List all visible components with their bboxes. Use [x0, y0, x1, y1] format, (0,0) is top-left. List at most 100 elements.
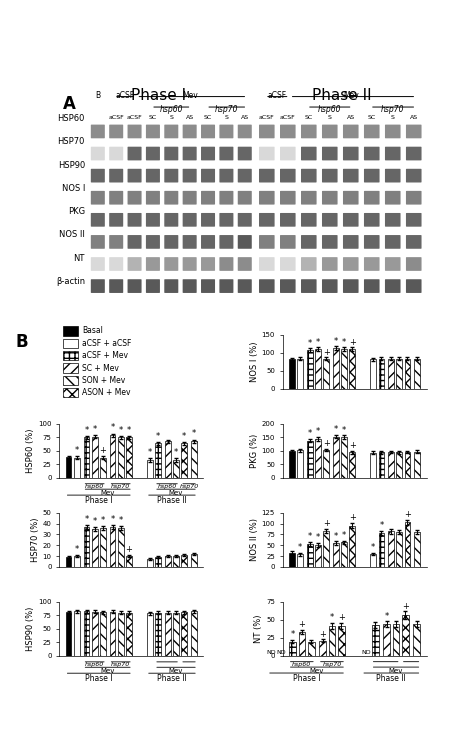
Bar — [191, 611, 197, 656]
FancyBboxPatch shape — [238, 213, 252, 227]
Bar — [66, 458, 72, 478]
FancyBboxPatch shape — [364, 257, 380, 271]
Text: Phase I: Phase I — [85, 674, 112, 682]
FancyBboxPatch shape — [146, 235, 160, 249]
FancyBboxPatch shape — [301, 125, 317, 139]
FancyBboxPatch shape — [322, 279, 337, 293]
FancyBboxPatch shape — [182, 169, 197, 183]
Bar — [109, 435, 115, 478]
FancyBboxPatch shape — [280, 235, 296, 249]
Bar — [74, 458, 80, 478]
Bar — [191, 441, 197, 478]
Bar — [333, 436, 339, 478]
Text: β-actin: β-actin — [56, 277, 85, 286]
FancyBboxPatch shape — [364, 147, 380, 161]
Bar — [165, 612, 171, 656]
FancyBboxPatch shape — [259, 125, 274, 139]
Text: *: * — [156, 432, 160, 441]
FancyBboxPatch shape — [385, 169, 401, 183]
Text: aCSF: aCSF — [127, 115, 142, 120]
Bar — [118, 612, 124, 656]
FancyBboxPatch shape — [238, 191, 252, 205]
FancyBboxPatch shape — [406, 235, 421, 249]
FancyBboxPatch shape — [182, 125, 197, 139]
Bar — [155, 443, 161, 478]
Bar — [308, 641, 315, 656]
Text: ND: ND — [267, 650, 276, 655]
FancyBboxPatch shape — [164, 257, 178, 271]
FancyBboxPatch shape — [259, 213, 274, 227]
FancyBboxPatch shape — [164, 279, 178, 293]
Bar — [307, 441, 313, 478]
Y-axis label: HSP90 (%): HSP90 (%) — [27, 607, 36, 651]
Text: hsp70: hsp70 — [381, 105, 404, 113]
Text: *: * — [371, 542, 375, 552]
Bar — [341, 542, 347, 567]
Text: SC: SC — [149, 115, 157, 120]
Text: ND: ND — [361, 650, 371, 655]
Text: *: * — [148, 448, 152, 458]
FancyBboxPatch shape — [238, 235, 252, 249]
Text: AS: AS — [241, 115, 249, 120]
Y-axis label: PKG (%): PKG (%) — [250, 433, 259, 468]
Text: NT: NT — [73, 254, 85, 262]
FancyBboxPatch shape — [343, 235, 358, 249]
Y-axis label: NOS I (%): NOS I (%) — [250, 341, 259, 382]
Bar — [383, 624, 390, 656]
Text: *: * — [334, 531, 338, 540]
Bar — [413, 624, 420, 656]
Bar — [182, 443, 187, 478]
FancyBboxPatch shape — [128, 257, 142, 271]
FancyBboxPatch shape — [343, 257, 358, 271]
Text: +: + — [319, 629, 326, 639]
FancyBboxPatch shape — [128, 235, 142, 249]
FancyBboxPatch shape — [406, 191, 421, 205]
FancyBboxPatch shape — [301, 147, 317, 161]
FancyBboxPatch shape — [238, 257, 252, 271]
FancyBboxPatch shape — [219, 125, 233, 139]
Text: SC: SC — [368, 115, 376, 120]
Bar — [405, 452, 410, 478]
Text: ND: ND — [276, 650, 286, 655]
Text: *: * — [110, 515, 115, 524]
FancyBboxPatch shape — [128, 191, 142, 205]
FancyBboxPatch shape — [91, 213, 105, 227]
FancyBboxPatch shape — [322, 147, 337, 161]
Bar — [74, 611, 80, 656]
Text: *: * — [192, 430, 196, 439]
Bar — [319, 640, 326, 656]
FancyBboxPatch shape — [146, 279, 160, 293]
FancyBboxPatch shape — [164, 213, 178, 227]
FancyBboxPatch shape — [322, 191, 337, 205]
FancyBboxPatch shape — [219, 235, 233, 249]
FancyBboxPatch shape — [164, 235, 178, 249]
Bar — [100, 528, 106, 567]
Text: SC: SC — [305, 115, 313, 120]
FancyBboxPatch shape — [259, 147, 274, 161]
FancyBboxPatch shape — [301, 169, 317, 183]
Text: *: * — [379, 521, 383, 530]
FancyBboxPatch shape — [146, 213, 160, 227]
FancyBboxPatch shape — [201, 257, 215, 271]
Bar — [191, 554, 197, 567]
FancyBboxPatch shape — [406, 213, 421, 227]
Text: *: * — [316, 338, 320, 346]
Text: hsp60: hsp60 — [85, 484, 104, 489]
FancyBboxPatch shape — [343, 191, 358, 205]
Bar — [92, 529, 98, 567]
FancyBboxPatch shape — [301, 191, 317, 205]
FancyBboxPatch shape — [406, 125, 421, 139]
Bar — [155, 557, 161, 567]
Text: hsp60: hsp60 — [318, 105, 342, 113]
FancyBboxPatch shape — [322, 257, 337, 271]
FancyBboxPatch shape — [201, 125, 215, 139]
Text: +: + — [349, 441, 356, 450]
Text: *: * — [74, 545, 79, 554]
FancyBboxPatch shape — [385, 213, 401, 227]
Bar — [66, 557, 72, 567]
Bar — [109, 527, 115, 567]
FancyBboxPatch shape — [109, 169, 123, 183]
Text: *: * — [118, 426, 123, 435]
FancyBboxPatch shape — [343, 279, 358, 293]
Bar — [349, 453, 355, 478]
